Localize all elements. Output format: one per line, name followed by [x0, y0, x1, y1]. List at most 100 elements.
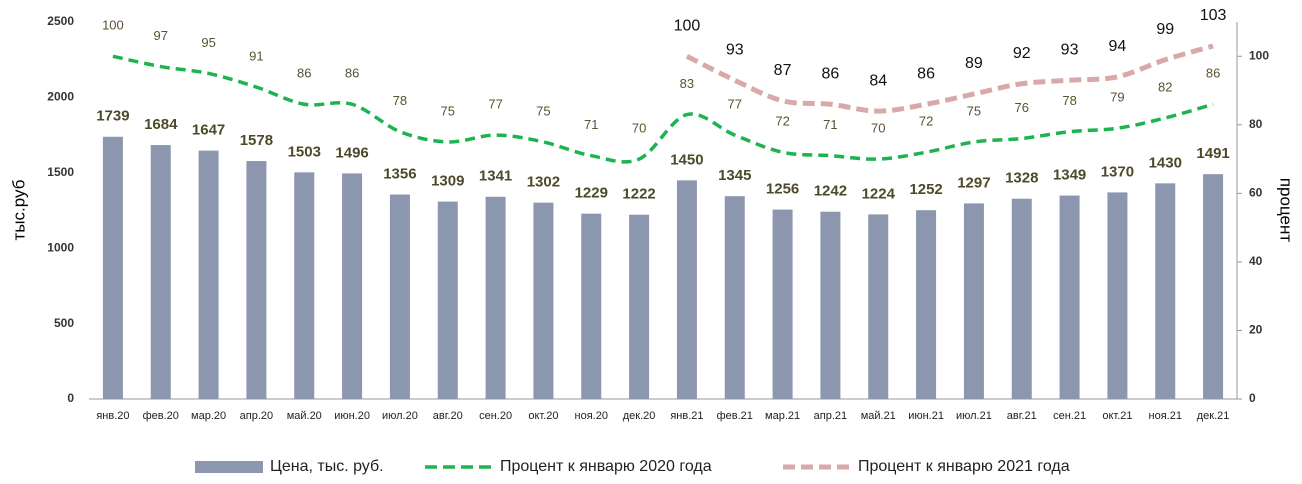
bar-value-label: 1491	[1196, 145, 1229, 162]
legend-label: Цена, тыс. руб.	[270, 458, 384, 475]
line-value-label: 78	[1062, 93, 1076, 108]
line-value-label: 78	[393, 93, 407, 108]
x-tick-label: апр.20	[240, 410, 273, 422]
x-tick-label: мар.21	[765, 410, 800, 422]
bar	[1059, 195, 1080, 399]
bar	[963, 203, 984, 399]
line-value-label: 75	[441, 103, 455, 118]
x-tick-label: янв.21	[670, 410, 703, 422]
bar-value-label: 1430	[1149, 154, 1182, 171]
y-tick-label: 1000	[47, 240, 74, 254]
line-value-label: 93	[1061, 41, 1079, 58]
bar	[772, 209, 793, 399]
bar	[724, 196, 745, 399]
x-tick-label: ноя.21	[1149, 410, 1182, 422]
x-tick-label: июн.21	[908, 410, 944, 422]
x-tick-label: июн.20	[334, 410, 370, 422]
bar-value-label: 1349	[1053, 167, 1086, 184]
bar	[102, 136, 123, 400]
bar	[676, 180, 697, 399]
x-tick-label: сен.21	[1053, 410, 1086, 422]
line-value-label: 84	[869, 72, 887, 89]
x-tick-label: фев.20	[143, 410, 179, 422]
y2-tick-label: 60	[1249, 186, 1263, 200]
bar	[533, 202, 554, 399]
bar	[1107, 192, 1128, 399]
line-value-label: 72	[919, 114, 933, 129]
bar	[581, 213, 602, 399]
line-value-label: 89	[965, 55, 983, 72]
line-value-label: 77	[728, 97, 742, 112]
x-tick-label: окт.21	[1102, 410, 1132, 422]
x-tick-label: авг.20	[433, 410, 463, 422]
line-value-label: 71	[823, 117, 837, 132]
bar-value-label: 1224	[862, 185, 896, 202]
bar	[246, 161, 267, 399]
line-value-label: 75	[967, 103, 981, 118]
line-value-label: 86	[1206, 66, 1220, 81]
bar-value-label: 1503	[288, 143, 321, 160]
line-value-label: 75	[536, 103, 550, 118]
bar-value-label: 1647	[192, 122, 225, 139]
x-tick-label: ноя.20	[575, 410, 608, 422]
legend-label: Процент к январю 2021 года	[858, 458, 1070, 475]
x-tick-label: июл.21	[956, 410, 992, 422]
bar-value-label: 1370	[1101, 163, 1134, 180]
bar-value-label: 1229	[575, 185, 608, 202]
line-value-label: 100	[674, 17, 701, 34]
bar	[916, 210, 937, 399]
line-value-label: 77	[488, 97, 502, 112]
x-tick-label: янв.20	[96, 410, 129, 422]
bar	[437, 201, 458, 399]
line	[685, 43, 1214, 114]
x-tick-label: сен.20	[479, 410, 512, 422]
legend-swatch	[195, 461, 263, 473]
line	[112, 54, 1214, 164]
bar-value-label: 1356	[383, 165, 416, 182]
x-tick-label: мар.20	[191, 410, 226, 422]
line-value-label: 95	[201, 35, 215, 50]
bar	[868, 214, 889, 399]
line-value-label: 86	[345, 66, 359, 81]
x-tick-label: дек.20	[623, 410, 656, 422]
line-value-label: 92	[1013, 45, 1031, 62]
y-tick-label: 2500	[47, 14, 74, 28]
line-value-label: 103	[1200, 7, 1227, 24]
line-value-label: 100	[102, 18, 124, 33]
bar	[485, 196, 506, 399]
line-value-label: 87	[774, 62, 792, 79]
line-value-label: 72	[775, 114, 789, 129]
bar-value-label: 1256	[766, 181, 799, 198]
bar-value-label: 1222	[622, 186, 655, 203]
line-value-label: 71	[584, 117, 598, 132]
bar-value-label: 1297	[957, 174, 990, 191]
bar-value-label: 1309	[431, 173, 464, 190]
x-tick-label: май.20	[287, 410, 322, 422]
bar-value-label: 1450	[670, 151, 703, 168]
y2-axis-title: процент	[1277, 178, 1296, 243]
legend-label: Процент к январю 2020 года	[500, 458, 712, 475]
bar-value-label: 1252	[909, 181, 942, 198]
bar-value-label: 1341	[479, 168, 512, 185]
line-value-label: 70	[871, 121, 885, 136]
line-value-label: 91	[249, 49, 263, 64]
bar-value-label: 1345	[718, 167, 751, 184]
line-value-label: 94	[1109, 38, 1127, 55]
bar	[629, 214, 650, 399]
bar-value-label: 1328	[1005, 170, 1038, 187]
y2-tick-label: 40	[1249, 254, 1263, 268]
line-value-label: 83	[680, 76, 694, 91]
line-value-label: 79	[1110, 90, 1124, 105]
bar-value-label: 1302	[527, 174, 560, 191]
x-tick-label: апр.21	[814, 410, 847, 422]
line-value-label: 97	[154, 28, 168, 43]
bar-value-label: 1739	[96, 108, 129, 125]
line-value-label: 86	[822, 65, 840, 82]
y2-tick-label: 0	[1249, 391, 1256, 405]
bar	[820, 211, 841, 399]
bar	[1203, 174, 1224, 399]
bar-value-label: 1242	[814, 183, 847, 200]
y-tick-label: 1500	[47, 165, 74, 179]
y2-tick-label: 20	[1249, 323, 1263, 337]
